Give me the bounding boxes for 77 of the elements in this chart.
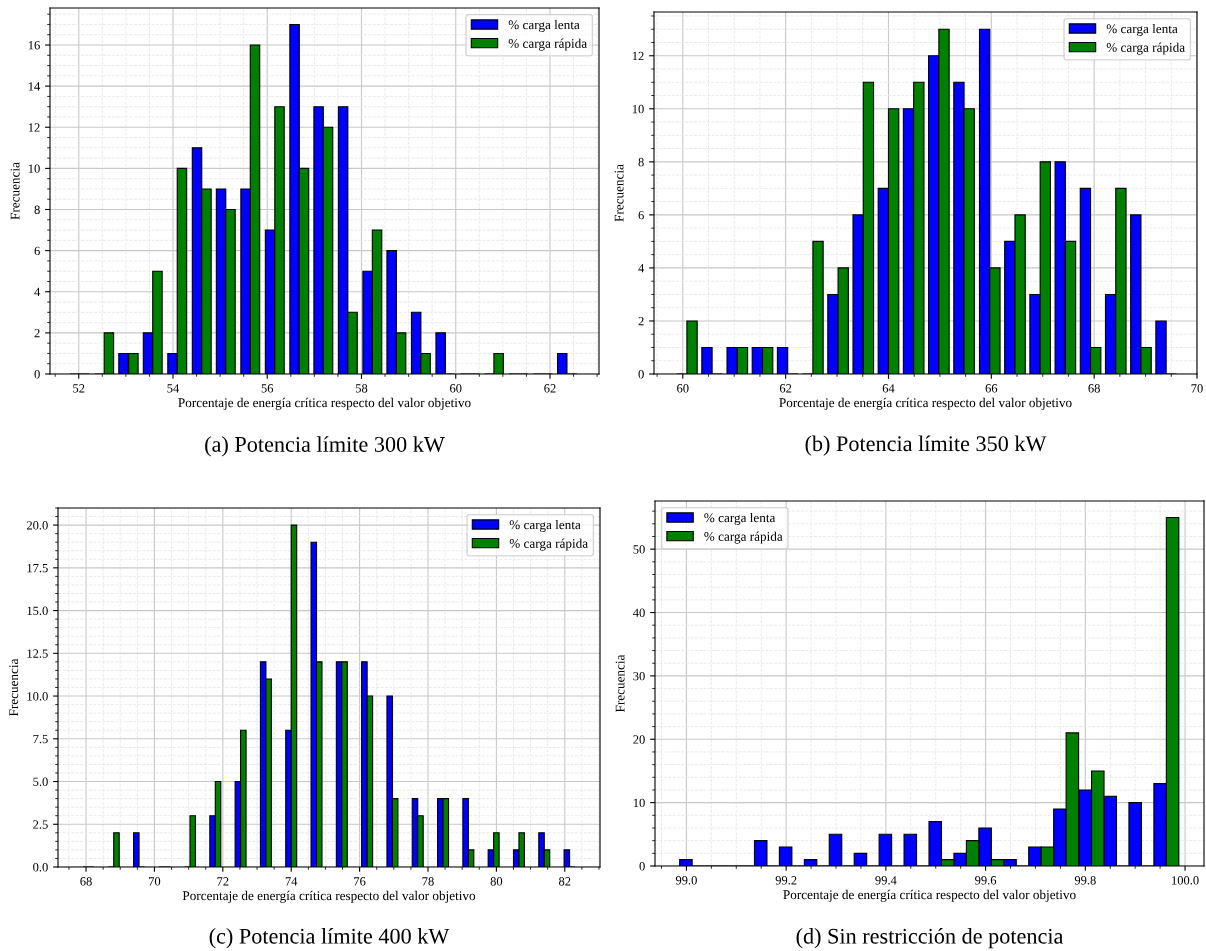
x-axis-title: Porcentaje de energía crítica respecto del valor objetivo bbox=[783, 889, 1076, 902]
x-tick-label: 70 bbox=[149, 877, 161, 886]
y-axis-title: Frecuencia bbox=[10, 162, 20, 220]
x-tick-label: 60 bbox=[677, 384, 689, 393]
legend-label: % carga rápida bbox=[508, 38, 587, 51]
x-axis-title: Porcentaje de energía crítica respecto del valor objetivo bbox=[779, 397, 1072, 410]
x-tick-label: 70 bbox=[1191, 384, 1203, 393]
y-tick-label: 0.0 bbox=[33, 863, 48, 872]
x-tick-label: 78 bbox=[422, 877, 434, 886]
y-tick-label: 15.0 bbox=[27, 606, 48, 616]
y-tick-label: 10 bbox=[633, 798, 645, 808]
x-tick-label: 80 bbox=[490, 877, 503, 886]
y-tick-label: 50 bbox=[633, 545, 645, 554]
x-tick-label: 99.4 bbox=[875, 876, 897, 885]
y-axis-title: Frecuencia bbox=[615, 654, 625, 713]
legend-label: % carga lenta bbox=[508, 19, 580, 32]
x-tick-label: 82 bbox=[559, 877, 571, 886]
x-tick-label: 54 bbox=[167, 384, 180, 393]
legend-label: % carga rápida bbox=[1106, 42, 1185, 55]
x-tick-label: 60 bbox=[450, 384, 462, 393]
y-tick-label: 0 bbox=[639, 862, 645, 871]
x-axis-title: Porcentaje de energía crítica respecto del valor objetivo bbox=[182, 890, 476, 903]
y-tick-label: 12 bbox=[632, 51, 644, 61]
y-tick-label: 0 bbox=[34, 370, 40, 379]
y-tick-label: 20 bbox=[633, 735, 645, 744]
text: (a) Potencia límite 300 kW bbox=[205, 436, 445, 457]
text: (d) Sin restricción de potencia bbox=[796, 928, 1064, 949]
x-tick-label: 99.0 bbox=[675, 876, 697, 885]
x-tick-label: 99.8 bbox=[1074, 876, 1096, 885]
y-tick-label: 8 bbox=[34, 205, 40, 214]
y-axis-title: Frecuencia bbox=[9, 658, 19, 717]
y-tick-label: 8 bbox=[638, 157, 644, 167]
y-axis-title: Frecuencia bbox=[614, 164, 624, 222]
y-tick-label: 14 bbox=[28, 82, 41, 91]
y-tick-label: 10.0 bbox=[27, 692, 48, 701]
y-tick-label: 20.0 bbox=[26, 521, 48, 530]
y-tick-label: 17.5 bbox=[27, 563, 48, 573]
text: (c) Potencia límite 400 kW bbox=[209, 928, 450, 949]
x-tick-label: 58 bbox=[355, 384, 368, 393]
y-tick-label: 10 bbox=[632, 104, 644, 114]
y-tick-label: 40 bbox=[633, 608, 645, 617]
y-tick-label: 30 bbox=[633, 671, 645, 681]
x-tick-label: 68 bbox=[80, 877, 92, 886]
x-tick-label: 99.6 bbox=[975, 876, 997, 885]
y-tick-label: 6 bbox=[34, 246, 40, 256]
y-tick-label: 4 bbox=[638, 264, 645, 273]
y-tick-label: 12 bbox=[28, 123, 40, 132]
x-tick-label: 76 bbox=[354, 877, 366, 886]
x-tick-label: 56 bbox=[261, 384, 274, 393]
legend-label: % carga rápida bbox=[704, 531, 783, 544]
y-tick-label: 16 bbox=[28, 41, 40, 50]
legend-label: % carga lenta bbox=[509, 519, 581, 532]
y-tick-label: 10 bbox=[28, 164, 40, 173]
x-tick-label: 100.0 bbox=[1172, 876, 1199, 885]
y-tick-label: 6 bbox=[638, 210, 644, 220]
x-tick-label: 74 bbox=[285, 877, 298, 886]
x-tick-label: 62 bbox=[544, 384, 556, 393]
x-tick-label: 62 bbox=[779, 384, 792, 393]
x-axis-title: Porcentaje de energía crítica respecto del valor objetivo bbox=[178, 397, 471, 410]
x-tick-label: 72 bbox=[217, 877, 229, 886]
y-tick-label: 12.5 bbox=[27, 649, 48, 658]
x-tick-label: 66 bbox=[985, 384, 998, 393]
y-tick-label: 4 bbox=[34, 287, 41, 297]
x-tick-label: 52 bbox=[73, 384, 85, 393]
text: (b) Potencia límite 350 kW bbox=[805, 435, 1047, 456]
legend-label: % carga lenta bbox=[704, 512, 776, 525]
y-tick-label: 2 bbox=[638, 317, 644, 326]
y-tick-label: 0 bbox=[638, 370, 644, 379]
x-tick-label: 99.2 bbox=[775, 876, 797, 885]
x-tick-label: 68 bbox=[1088, 384, 1100, 393]
y-tick-label: 2 bbox=[34, 328, 40, 338]
y-tick-label: 2.5 bbox=[33, 820, 48, 829]
y-tick-label: 5.0 bbox=[33, 777, 48, 787]
x-tick-label: 64 bbox=[882, 384, 895, 393]
legend-label: % carga rápida bbox=[509, 538, 588, 551]
y-tick-label: 7.5 bbox=[33, 734, 48, 744]
legend-label: % carga lenta bbox=[1106, 23, 1178, 36]
